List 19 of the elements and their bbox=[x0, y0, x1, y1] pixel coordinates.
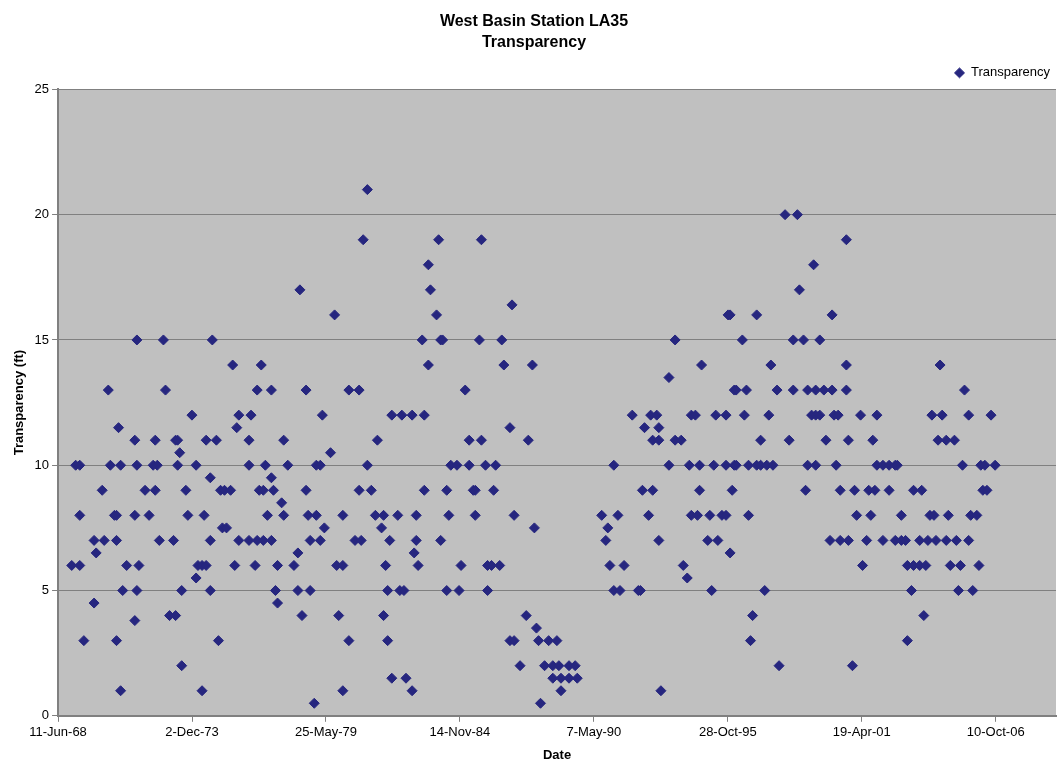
x-tick-label: 11-Jun-68 bbox=[29, 724, 87, 740]
x-axis-title: Date bbox=[542, 746, 572, 762]
y-tick-label: 25 bbox=[34, 80, 50, 96]
x-tick-label: 10-Oct-06 bbox=[966, 724, 1025, 740]
y-tick-label: 15 bbox=[34, 331, 50, 347]
x-tick-label: 7-May-90 bbox=[566, 724, 622, 740]
legend-label: Transparency bbox=[971, 64, 1051, 80]
y-tick-label: 0 bbox=[41, 707, 50, 723]
chart-title: West Basin Station LA35 bbox=[439, 12, 629, 30]
x-tick-label: 25-May-79 bbox=[294, 724, 358, 740]
x-tick-label: 28-Oct-95 bbox=[698, 724, 757, 740]
chart-subtitle: Transparency bbox=[481, 33, 587, 51]
y-tick-label: 10 bbox=[34, 456, 50, 472]
x-tick-label: 19-Apr-01 bbox=[832, 724, 891, 740]
y-axis-title: Transparency (ft) bbox=[11, 349, 27, 456]
y-tick-label: 5 bbox=[41, 582, 50, 598]
y-tick-label: 20 bbox=[34, 206, 50, 222]
x-tick-label: 14-Nov-84 bbox=[429, 724, 491, 740]
x-tick-label: 2-Dec-73 bbox=[165, 724, 219, 740]
